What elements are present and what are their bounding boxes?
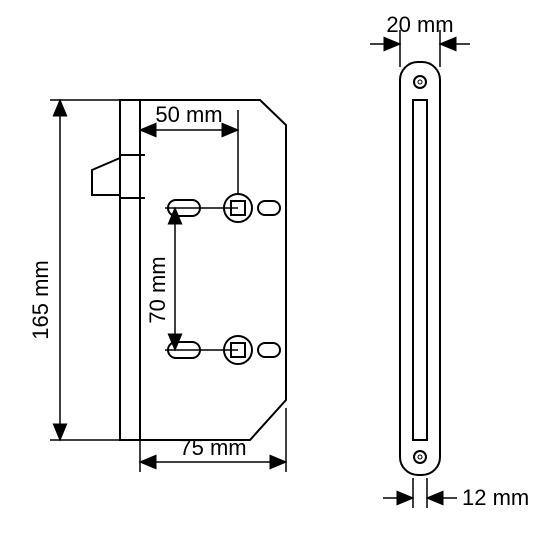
dim-165-label: 165 mm <box>28 260 53 339</box>
faceplate-strip <box>120 100 140 440</box>
screw-hole-bottom <box>414 451 426 463</box>
strike-plate-inner <box>413 100 427 440</box>
dim-165mm: 165 mm <box>28 100 120 440</box>
strike-plate-view <box>400 62 440 475</box>
dim-50mm: 50 mm <box>140 102 238 194</box>
dim-75-label: 75 mm <box>179 435 246 460</box>
dim-50-label: 50 mm <box>155 102 222 127</box>
lock-body-view <box>92 100 286 440</box>
dim-70-label: 70 mm <box>145 256 170 323</box>
latch-bolt <box>92 158 120 195</box>
dim-70mm: 70 mm <box>145 208 238 350</box>
dim-12-label: 12 mm <box>462 485 529 510</box>
dim-20-label: 20 mm <box>386 12 453 37</box>
strike-plate-outer <box>400 62 440 475</box>
dim-12mm: 12 mm <box>383 478 529 510</box>
dim-20mm: 20 mm <box>370 12 470 67</box>
screw-hole-top <box>414 76 426 88</box>
